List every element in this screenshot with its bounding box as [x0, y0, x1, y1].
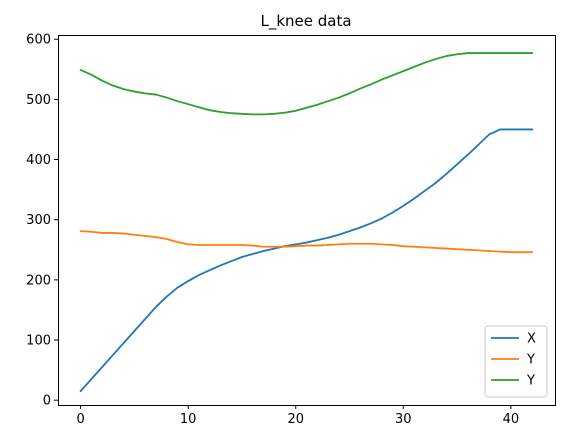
x-tick-label: 30: [395, 412, 412, 427]
series-line-0: [79, 128, 534, 393]
y-tick-label: 500: [26, 93, 51, 108]
y-tick-label: 100: [26, 334, 51, 349]
y-tick-label: 200: [26, 273, 51, 288]
series-line-1: [79, 230, 534, 254]
legend-label-2: Y: [526, 374, 535, 389]
legend-label-1: Y: [526, 353, 535, 368]
plot-frame: [58, 35, 556, 406]
x-tick-label: 20: [287, 412, 304, 427]
y-tick-label: 400: [26, 153, 51, 168]
legend: XYY: [484, 325, 548, 398]
chart-title: L_knee data: [260, 12, 351, 31]
legend-box: [484, 325, 548, 398]
series-line-2: [79, 52, 534, 116]
y-tick-label: 600: [26, 33, 51, 48]
x-tick-label: 40: [503, 412, 520, 427]
legend-label-0: X: [527, 332, 536, 347]
x-tick-label: 0: [76, 412, 84, 427]
x-tick-label: 10: [180, 412, 197, 427]
plot-lines: [79, 52, 534, 393]
y-tick-label: 0: [43, 394, 51, 409]
y-tick-label: 300: [26, 213, 51, 228]
